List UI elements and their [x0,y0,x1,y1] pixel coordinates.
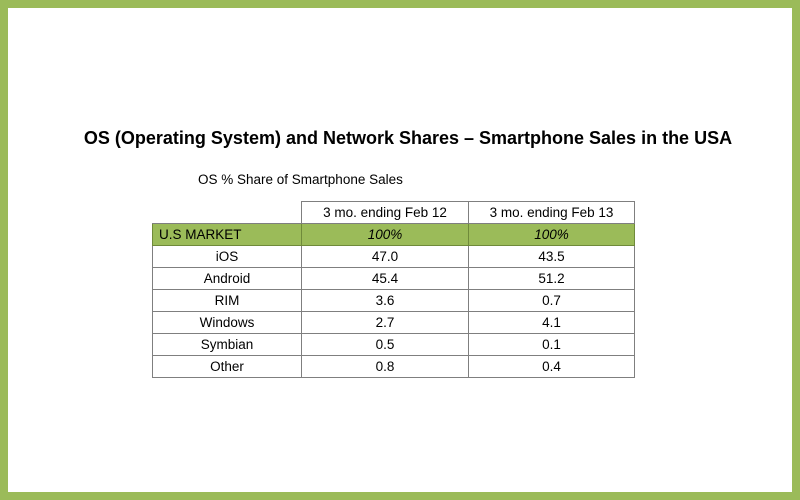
market-label: U.S MARKET [152,223,302,246]
table-row: Other 0.8 0.4 [152,355,635,378]
market-row: U.S MARKET 100% 100% [152,223,635,246]
cell-value: 2.7 [301,311,469,334]
cell-value: 0.8 [301,355,469,378]
os-share-table: 3 mo. ending Feb 12 3 mo. ending Feb 13 … [152,201,635,378]
cell-value: 0.1 [468,333,635,356]
row-label: Android [152,267,302,290]
table-row: RIM 3.6 0.7 [152,289,635,312]
cell-value: 0.4 [468,355,635,378]
cell-value: 43.5 [468,245,635,268]
table-row: Symbian 0.5 0.1 [152,333,635,356]
column-header: 3 mo. ending Feb 13 [468,201,635,224]
table-row: Android 45.4 51.2 [152,267,635,290]
market-value: 100% [468,223,635,246]
table-subtitle: OS % Share of Smartphone Sales [198,172,403,187]
chart-title: OS (Operating System) and Network Shares… [83,128,733,148]
cell-value: 0.5 [301,333,469,356]
table-row: iOS 47.0 43.5 [152,245,635,268]
cell-value: 3.6 [301,289,469,312]
cell-value: 45.4 [301,267,469,290]
row-label: Symbian [152,333,302,356]
table-row: Windows 2.7 4.1 [152,311,635,334]
column-header: 3 mo. ending Feb 12 [301,201,469,224]
row-label: Windows [152,311,302,334]
cell-value: 4.1 [468,311,635,334]
header-blank-cell [152,201,302,224]
cell-value: 51.2 [468,267,635,290]
row-label: Other [152,355,302,378]
row-label: iOS [152,245,302,268]
cell-value: 0.7 [468,289,635,312]
row-label: RIM [152,289,302,312]
cell-value: 47.0 [301,245,469,268]
market-value: 100% [301,223,469,246]
header-row: 3 mo. ending Feb 12 3 mo. ending Feb 13 [152,201,635,224]
